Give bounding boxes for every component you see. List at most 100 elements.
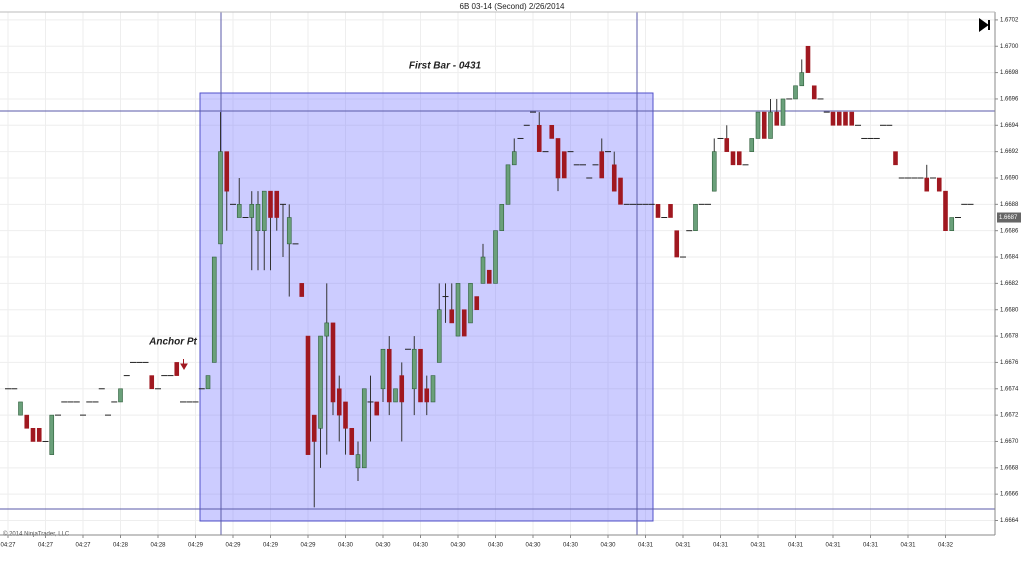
candle-body xyxy=(811,85,817,100)
candle-body xyxy=(236,204,242,218)
candle-body xyxy=(761,111,767,139)
candle-body xyxy=(555,138,561,179)
x-tick-label: 04:31 xyxy=(675,543,691,549)
x-tick-label: 04:27 xyxy=(75,543,91,549)
candle-body xyxy=(793,85,798,100)
candle-body xyxy=(418,348,423,403)
candle-body xyxy=(849,111,855,126)
x-tick-label: 04:29 xyxy=(188,543,204,549)
x-tick-label: 04:30 xyxy=(375,543,391,549)
x-tick-label: 04:31 xyxy=(825,543,841,549)
x-tick-label: 04:31 xyxy=(900,543,916,549)
candle-body xyxy=(424,388,430,403)
annotation: Anchor Pt xyxy=(148,337,197,348)
scroll-end-button[interactable] xyxy=(979,18,990,32)
candle-body xyxy=(668,204,673,218)
y-tick-label: 1.6690 xyxy=(1000,176,1019,182)
anchor-arrow xyxy=(180,359,188,370)
y-tick-label: 1.6678 xyxy=(1000,334,1019,340)
candle-body xyxy=(349,427,355,455)
candle-body xyxy=(724,138,730,152)
x-tick-label: 04:31 xyxy=(788,543,804,549)
candle-body xyxy=(511,151,517,166)
annotation: First Bar - 0431 xyxy=(409,61,482,72)
candle-body xyxy=(299,283,305,297)
x-tick-label: 04:32 xyxy=(938,543,954,549)
x-tick-label: 04:30 xyxy=(338,543,354,549)
candle-body xyxy=(674,230,680,258)
candle-body xyxy=(255,204,261,231)
candle-body xyxy=(549,124,555,139)
candle-body xyxy=(749,138,755,152)
candle-body xyxy=(393,388,398,403)
candle-body xyxy=(924,177,930,192)
candle-body xyxy=(249,204,255,218)
y-tick-label: 1.6702 xyxy=(1000,17,1019,23)
y-tick-label: 1.6676 xyxy=(1000,360,1019,366)
candle-body xyxy=(693,204,698,231)
candle-body xyxy=(30,427,36,442)
x-tick-label: 04:29 xyxy=(225,543,241,549)
candle-body xyxy=(274,190,280,218)
candle-body xyxy=(599,151,605,179)
x-tick-label: 04:31 xyxy=(638,543,654,549)
x-tick-label: 04:31 xyxy=(713,543,729,549)
candle-body xyxy=(399,375,405,403)
x-tick-label: 04:30 xyxy=(450,543,466,549)
candle-body xyxy=(355,454,361,469)
y-tick-label: 1.6684 xyxy=(1000,255,1019,261)
candle-body xyxy=(174,362,180,376)
candle-body xyxy=(18,401,23,416)
candle-body xyxy=(836,111,842,126)
candle-body xyxy=(536,124,542,152)
candle-body xyxy=(374,401,380,416)
x-tick-label: 04:29 xyxy=(300,543,316,549)
candle-body xyxy=(480,256,486,284)
candle-body xyxy=(768,111,773,139)
y-tick-label: 1.6696 xyxy=(1000,97,1019,103)
chart-title: 6B 03-14 (Second) 2/26/2014 xyxy=(460,2,566,11)
y-tick-label: 1.6692 xyxy=(1000,149,1019,155)
candle-body xyxy=(211,256,217,363)
candle-body xyxy=(505,164,511,205)
candle-body xyxy=(499,204,505,231)
last-price-box xyxy=(997,212,1021,223)
copyright: © 2014 NinjaTrader, LLC xyxy=(3,531,70,538)
candle-body xyxy=(949,217,955,231)
candle-body xyxy=(455,283,461,337)
candle-body xyxy=(430,375,436,403)
y-tick-label: 1.6674 xyxy=(1000,386,1019,392)
candle-body xyxy=(218,151,223,245)
candle-body xyxy=(805,45,811,73)
x-tick-label: 04:27 xyxy=(0,543,16,549)
candle-body xyxy=(324,322,330,337)
y-tick-label: 1.6668 xyxy=(1000,465,1019,471)
candle-body xyxy=(611,164,617,192)
candle-body xyxy=(36,427,42,442)
candle-body xyxy=(24,414,30,429)
candle-body xyxy=(943,190,948,231)
candle-body xyxy=(474,296,480,311)
candle-body xyxy=(149,375,155,390)
candle-body xyxy=(411,348,417,390)
candle-body xyxy=(449,309,455,324)
x-tick-label: 04:29 xyxy=(263,543,279,549)
candle-body xyxy=(799,72,805,87)
last-price-label: 1.6687 xyxy=(999,215,1018,221)
candle-body xyxy=(261,190,267,231)
y-tick-label: 1.6666 xyxy=(1000,492,1019,498)
candles xyxy=(5,45,974,508)
candle-body xyxy=(468,283,473,324)
candle-body xyxy=(774,111,780,126)
candle-body xyxy=(493,230,498,284)
candle-body xyxy=(561,151,567,179)
candle-body xyxy=(436,309,442,363)
candle-body xyxy=(711,151,717,192)
candle-body xyxy=(286,217,292,245)
x-tick-label: 04:30 xyxy=(600,543,616,549)
y-tick-label: 1.6680 xyxy=(1000,307,1019,313)
x-tick-label: 04:31 xyxy=(750,543,766,549)
y-tick-label: 1.6670 xyxy=(1000,439,1019,445)
